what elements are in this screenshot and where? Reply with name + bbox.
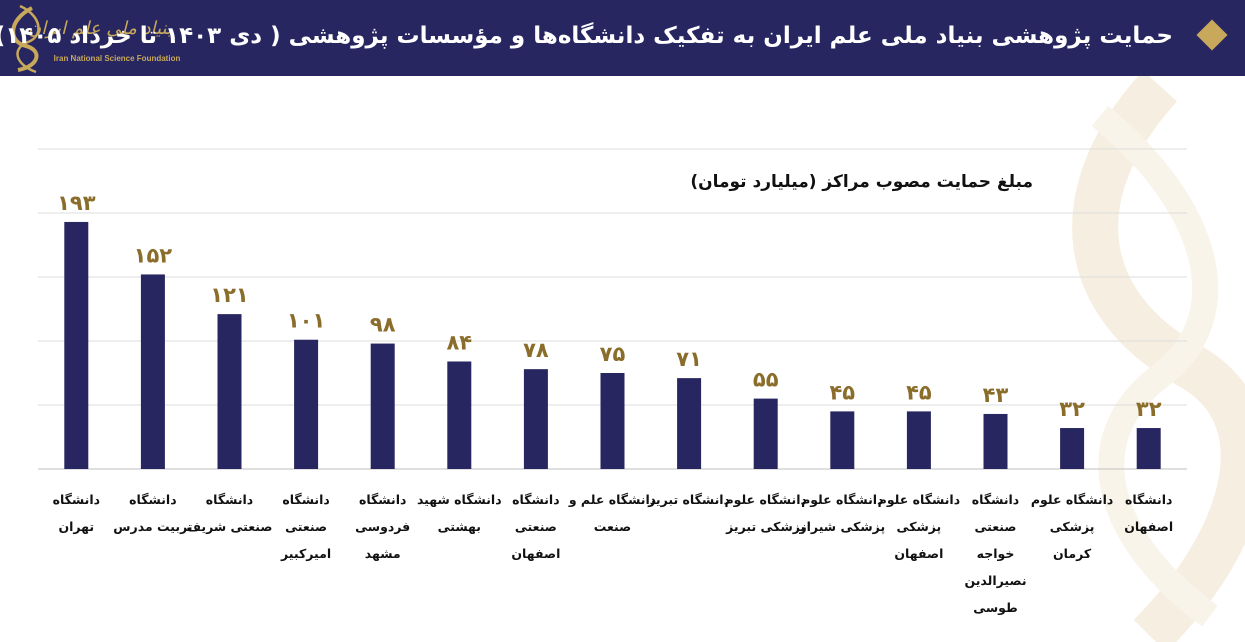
x-tick-label: دانشگاه اصفهان	[1124, 492, 1174, 534]
bar	[983, 413, 1008, 469]
bar	[140, 274, 165, 469]
bar-value-label: ۷۱	[676, 347, 702, 371]
bar	[447, 361, 472, 469]
bar-value-label: ۱۰۱	[287, 309, 325, 333]
x-tick-label: دانشگاه علوم پزشکی اصفهان	[877, 492, 961, 561]
bar	[1136, 428, 1161, 469]
bar-value-label: ۷۵	[600, 342, 626, 366]
bar-value-label: ۳۲	[1136, 397, 1162, 421]
bar-value-label: ۵۵	[753, 368, 779, 392]
bar	[600, 373, 625, 469]
bar	[1060, 428, 1085, 469]
bar	[217, 314, 242, 469]
chart-bars	[64, 221, 1161, 469]
bar-value-label: ۸۴	[446, 330, 472, 354]
x-tick-label: دانشگاه علم و صنعت	[568, 492, 657, 534]
x-tick-label: دانشگاه صنعتی خواجه نصیرالدین طوسی	[964, 492, 1027, 615]
x-tick-label: دانشگاه علوم پزشکی کرمان	[1030, 492, 1114, 561]
logo-text-fa: بنیاد ملی علم ایران	[28, 18, 172, 39]
x-tick-label: دانشگاه علوم پزشکی شیراز	[799, 492, 886, 534]
watermark-logo	[1072, 76, 1245, 642]
x-tick-label: دانشگاه علوم پزشکی تبریز	[724, 492, 807, 534]
x-tick-label: دانشگاه تبریز	[648, 492, 731, 507]
logo-emblem-icon	[11, 4, 40, 74]
x-tick-label: دانشگاه صنعتی شریف	[186, 492, 273, 534]
x-tick-label: دانشگاه تهران	[52, 492, 101, 534]
bar-value-label: ۴۳	[983, 383, 1009, 407]
bar	[677, 378, 702, 469]
bar	[370, 343, 395, 469]
header-bar: بنیاد ملی علم ایران Iran National Scienc…	[0, 0, 1245, 76]
bar-value-label: ۱۵۲	[134, 243, 173, 267]
page-title: حمایت پژوهشی بنیاد ملی علم ایران به تفکی…	[0, 23, 1173, 49]
bar-value-label: ۴۵	[906, 380, 932, 404]
x-tick-label: دانشگاه شهید بهشتی	[416, 492, 502, 534]
bar-value-label: ۱۹۳	[57, 191, 96, 215]
chart-title: مبلغ حمایت مصوب مراکز (میلیارد تومان)	[690, 172, 1033, 192]
logo-text-en: Iran National Science Foundation	[53, 54, 181, 63]
chart-value-labels: ۱۹۳ ۱۵۲ ۱۲۱ ۱۰۱ ۹۸ ۸۴ ۷۸ ۷۵ ۷۱ ۵۵ ۴۵ ۴۵ ۴۳ ۳۲ ۳۲	[57, 191, 1162, 421]
bar	[753, 398, 778, 469]
bar-value-label: ۱۲۱	[210, 283, 248, 307]
x-tick-label: دانشگاه صنعتی امیرکبیر	[281, 492, 332, 561]
bar	[906, 411, 931, 469]
x-tick-label: دانشگاه صنعتی اصفهان	[511, 492, 561, 561]
bar	[64, 221, 89, 469]
bar-value-label: ۳۲	[1059, 397, 1085, 421]
bar	[830, 411, 855, 469]
x-tick-label: دانشگاه فردوسی مشهد	[355, 492, 411, 561]
bar-value-label: ۴۵	[829, 380, 855, 404]
bar-value-label: ۹۸	[370, 313, 396, 337]
bar	[523, 369, 548, 469]
bar	[294, 339, 319, 469]
bar-value-label: ۷۸	[523, 338, 549, 362]
x-tick-label: دانشگاه تربیت مدرس	[113, 492, 193, 534]
